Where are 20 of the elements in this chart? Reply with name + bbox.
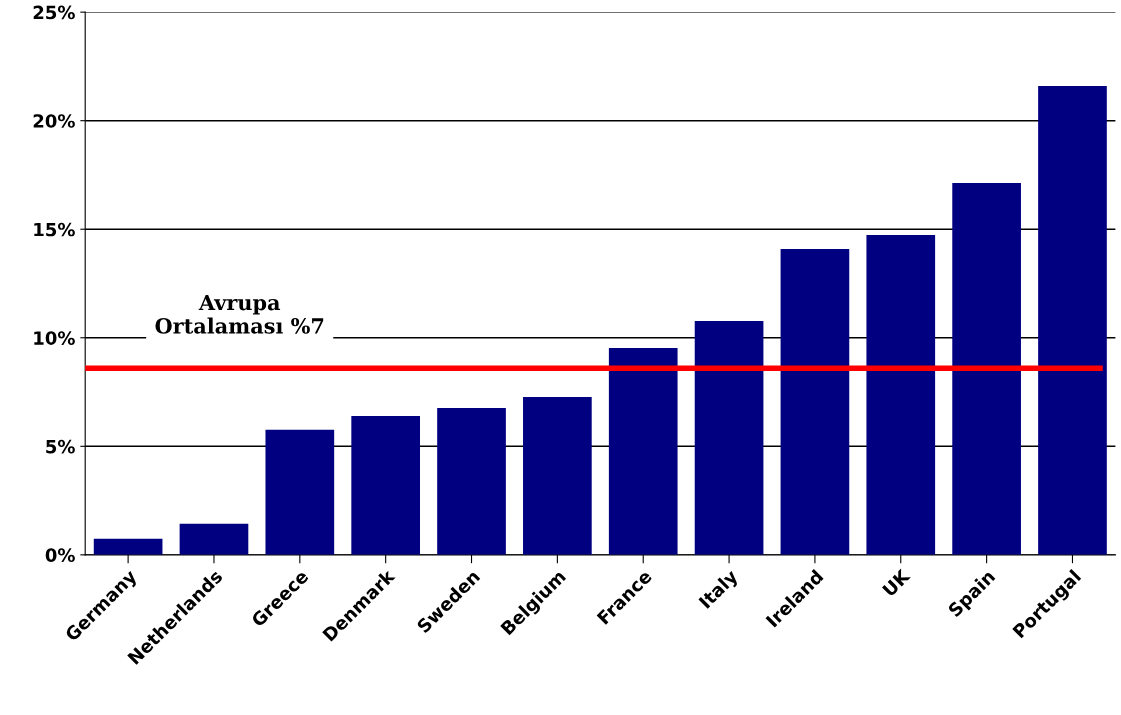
y-tick-label: 5% [46,439,75,454]
bar [265,429,335,555]
bar [523,397,592,555]
bar [437,407,506,555]
bar [1038,85,1107,555]
ref-line-label: Avrupa Ortalaması %7 [155,294,324,334]
bar [952,182,1021,555]
bar [93,538,163,555]
y-tick-label: 15% [34,222,75,237]
bar [179,523,249,555]
bar [866,235,936,555]
x-tick-label: UK [882,568,912,597]
bar [608,347,678,555]
bar [694,321,764,555]
bar [351,415,421,555]
bar [780,248,850,555]
y-tick-label: 20% [33,114,75,128]
y-tick-label: 25% [33,5,75,20]
y-tick-label: 10% [34,331,75,345]
y-tick-label: 0% [45,548,75,562]
